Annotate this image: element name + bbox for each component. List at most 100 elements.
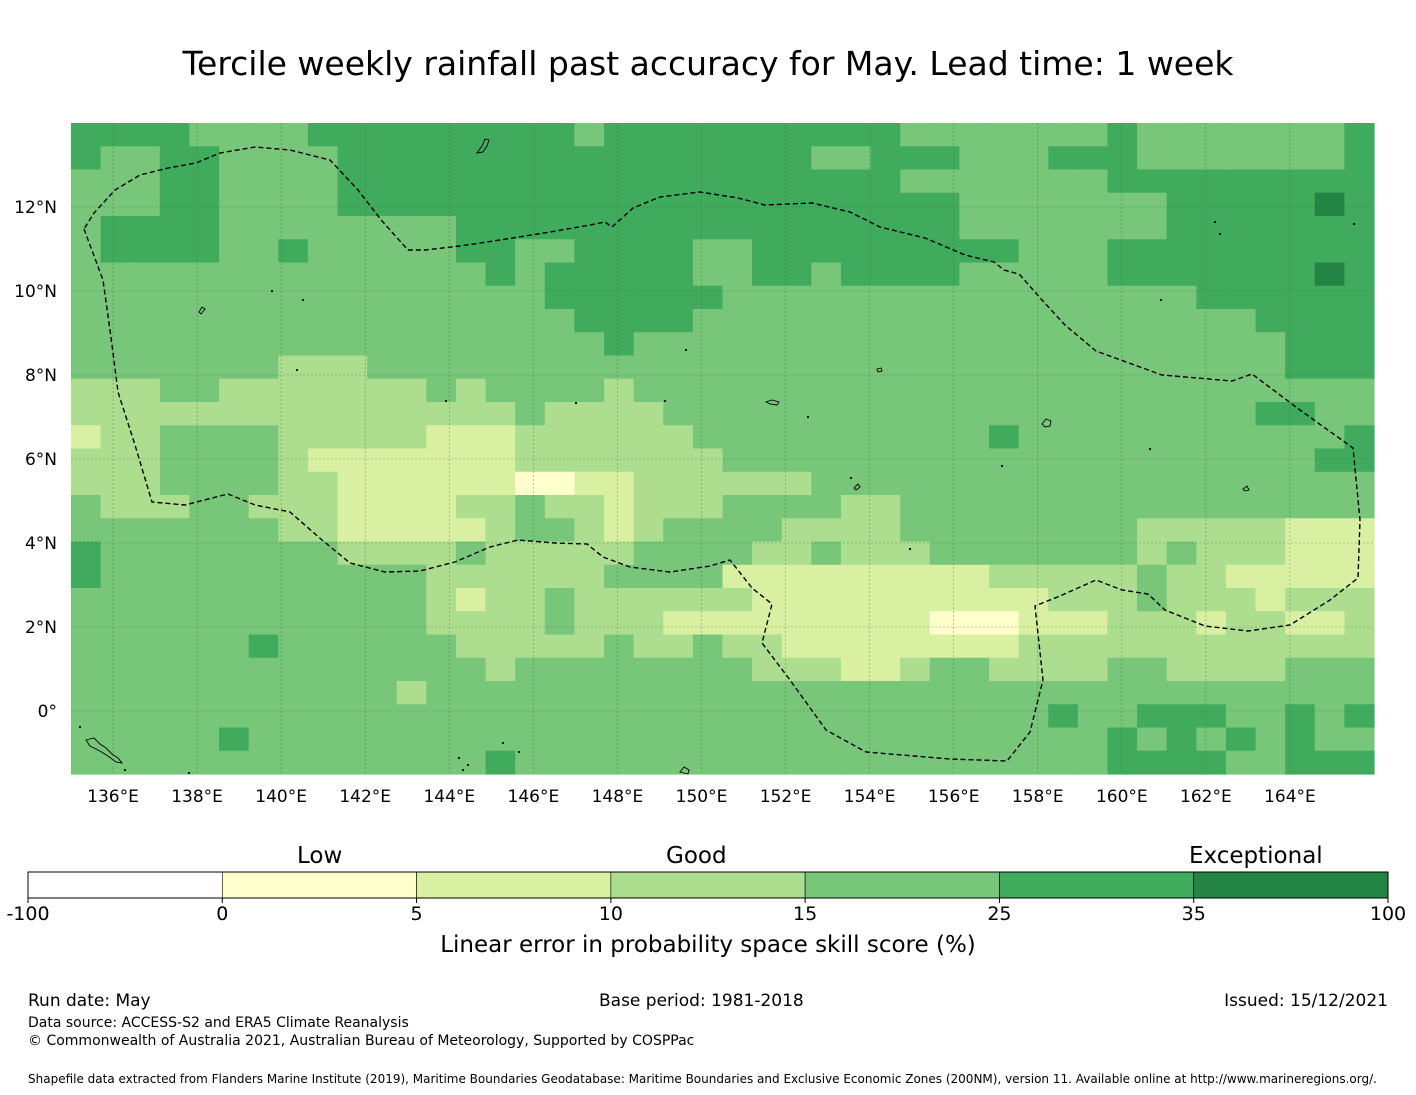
- grid-cell: [1344, 727, 1375, 752]
- grid-cell: [1107, 704, 1138, 729]
- grid-cell: [929, 425, 961, 450]
- grid-cell: [722, 611, 753, 636]
- grid-cell: [870, 448, 901, 473]
- grid-cell: [396, 634, 427, 659]
- grid-cell: [1048, 471, 1079, 496]
- grid-cell: [722, 681, 753, 705]
- grid-cell: [1077, 448, 1109, 473]
- grid-cell: [900, 657, 931, 682]
- grid-cell: [900, 285, 931, 310]
- islet-dot: [1000, 464, 1004, 468]
- grid-cell: [1077, 634, 1109, 659]
- grid-cell: [1107, 471, 1138, 496]
- grid-cell: [1196, 657, 1227, 682]
- grid-cell: [781, 402, 812, 426]
- grid-cell: [1107, 355, 1138, 380]
- grid-cell: [1107, 611, 1138, 636]
- grid-cell: [248, 239, 279, 264]
- grid-cell: [1196, 285, 1227, 310]
- lat-tick-label: 0°: [38, 702, 57, 722]
- grid-cell: [159, 216, 191, 240]
- grid-cell: [219, 309, 250, 333]
- grid-cell: [781, 750, 812, 775]
- grid-cell: [544, 309, 576, 333]
- grid-cell: [989, 309, 1020, 333]
- islet-dot: [444, 399, 448, 403]
- grid-cell: [278, 495, 309, 519]
- grid-cell: [1077, 123, 1109, 147]
- grid-cell: [604, 657, 635, 682]
- grid-cell: [1255, 332, 1286, 357]
- grid-cell: [278, 750, 309, 775]
- grid-cell: [219, 681, 250, 705]
- grid-cell: [900, 262, 931, 287]
- grid-cell: [1196, 123, 1227, 147]
- grid-cell: [633, 727, 664, 752]
- grid-cell: [840, 239, 872, 264]
- grid-cell: [722, 588, 753, 612]
- grid-cell: [692, 355, 724, 380]
- grid-cell: [130, 588, 161, 612]
- grid-cell: [367, 262, 398, 287]
- grid-cell: [633, 169, 664, 194]
- grid-cell: [1225, 378, 1257, 403]
- grid-cell: [485, 123, 516, 147]
- grid-cell: [367, 634, 398, 659]
- grid-cell: [781, 123, 812, 147]
- longitude-ticks: 136°E 138°E 140°E 142°E 144°E 146°E 148°E 150°E…: [87, 787, 1316, 807]
- island-outline: [679, 766, 690, 775]
- grid-cell: [1077, 332, 1109, 357]
- grid-cell: [71, 285, 102, 310]
- grid-cell: [71, 541, 102, 566]
- grid-cell: [574, 123, 605, 147]
- grid-cell: [870, 262, 901, 287]
- grid-cell: [604, 634, 635, 659]
- grid-cell: [544, 285, 576, 310]
- grid-cell: [722, 216, 753, 240]
- grid-cell: [248, 611, 279, 636]
- islet-dot: [187, 771, 191, 775]
- grid-cell: [367, 285, 398, 310]
- grid-cell: [900, 634, 931, 659]
- lon-tick-label: 144°E: [423, 787, 475, 807]
- grid-cell: [1048, 495, 1079, 519]
- grid-cell: [426, 611, 457, 636]
- grid-cell: [1285, 355, 1316, 380]
- colorbar: -100 0 5 10 15 25 35 100: [6, 871, 1406, 925]
- grid-cell: [781, 727, 812, 752]
- grid-cell: [455, 355, 487, 380]
- lat-tick-label: 6°N: [25, 450, 57, 470]
- grid-cell: [1018, 123, 1049, 147]
- grid-cell: [485, 146, 516, 171]
- run-date: Run date: May: [28, 991, 151, 1011]
- grid-cell: [781, 309, 812, 333]
- grid-cell: [870, 471, 901, 496]
- grid-cell: [959, 727, 990, 752]
- grid-cell: [1225, 192, 1257, 217]
- grid-cell: [929, 471, 961, 496]
- grid-cell: [337, 727, 368, 752]
- grid-cell: [71, 262, 102, 287]
- grid-cell: [1225, 309, 1257, 333]
- grid-cell: [959, 332, 990, 357]
- grid-cell: [840, 657, 872, 682]
- grid-cell: [1018, 588, 1049, 612]
- grid-cell: [1225, 332, 1257, 357]
- lon-tick-label: 162°E: [1180, 787, 1232, 807]
- grid-cell: [515, 309, 546, 333]
- lon-tick-label: 152°E: [760, 787, 812, 807]
- grid-cell: [1255, 611, 1286, 636]
- grid-cell: [278, 425, 309, 450]
- grid-cell: [367, 495, 398, 519]
- grid-cell: [1018, 216, 1049, 240]
- grid-cell: [633, 192, 664, 217]
- grid-cell: [722, 448, 753, 473]
- grid-cell: [130, 448, 161, 473]
- grid-cell: [1077, 425, 1109, 450]
- grid-cell: [604, 471, 635, 496]
- grid-cell: [870, 332, 901, 357]
- grid-cell: [1137, 495, 1168, 519]
- grid-cell: [900, 169, 931, 194]
- grid-cell: [307, 634, 339, 659]
- lon-tick-label: 136°E: [87, 787, 139, 807]
